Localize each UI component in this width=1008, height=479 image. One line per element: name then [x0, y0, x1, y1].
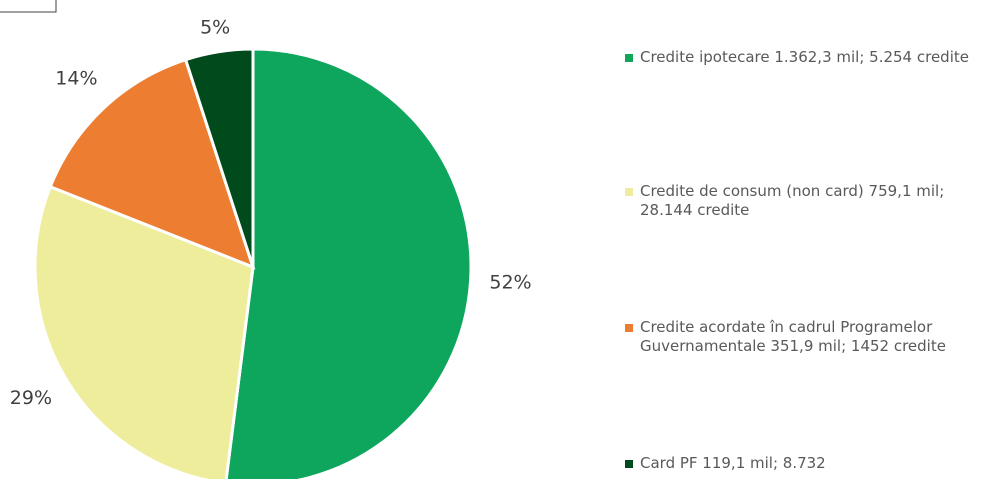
legend-label: Credite acordate în cadrul Programelor G…: [640, 318, 946, 355]
legend-item: Credite de consum (non card) 759,1 mil; …: [625, 182, 1000, 220]
legend-item: Credite ipotecare 1.362,3 mil; 5.254 cre…: [625, 48, 1000, 67]
legend-swatch: [625, 324, 633, 332]
pie-slice: [224, 47, 473, 479]
legend-swatch: [625, 54, 633, 62]
data-label: 52%: [489, 272, 531, 294]
frame-corner: [0, 0, 57, 13]
legend-item: Card PF 119,1 mil; 8.732: [625, 454, 1000, 473]
legend-label: Card PF 119,1 mil; 8.732: [640, 454, 826, 472]
data-label: 14%: [55, 67, 97, 89]
legend-swatch: [625, 188, 633, 196]
legend-swatch: [625, 460, 633, 468]
legend-item: Credite acordate în cadrul Programelor G…: [625, 318, 1000, 356]
legend-label: Credite de consum (non card) 759,1 mil; …: [640, 182, 945, 219]
pie-slice: [183, 47, 255, 268]
legend-label: Credite ipotecare 1.362,3 mil; 5.254 cre…: [640, 48, 969, 66]
data-label: 5%: [200, 16, 230, 38]
pie-slice: [33, 184, 255, 479]
data-label: 29%: [10, 387, 52, 409]
